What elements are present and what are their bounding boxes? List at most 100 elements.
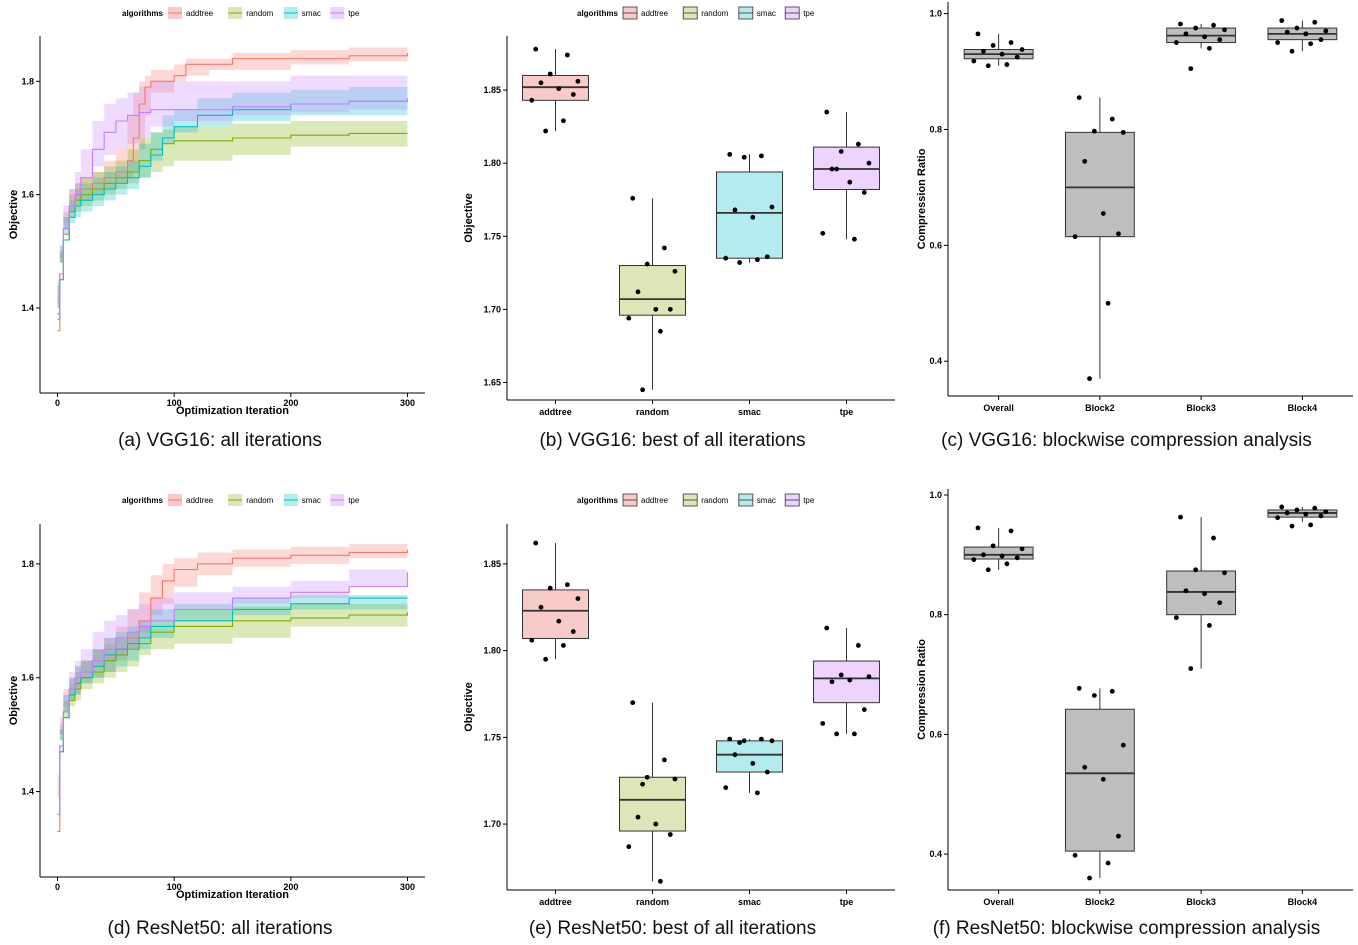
legend-label-tpe: tpe (803, 9, 815, 18)
chart-svg: Overall Block2 Block3 Block4 0.4 0.6 0.8 1.0 Com… (916, 489, 1353, 907)
point (661, 757, 667, 763)
point (1323, 509, 1329, 515)
point (1303, 31, 1309, 37)
point (861, 707, 867, 713)
point (769, 738, 775, 744)
point (543, 128, 549, 134)
y-tick-label-0: 1.4 (21, 787, 34, 797)
x-tick-label-smac: smac (738, 407, 761, 417)
x-tick-label-block3: Block3 (1186, 403, 1216, 413)
point (975, 31, 981, 37)
y-tick-label-0: 1.65 (483, 377, 501, 387)
x-tick-label-3: 300 (400, 398, 415, 408)
point (1289, 523, 1295, 529)
point (630, 700, 636, 706)
y-tick-label-2: 1.80 (483, 646, 501, 656)
x-tick-label-1: 100 (167, 882, 182, 892)
y-axis-label: Objective (8, 190, 20, 240)
legend-label-random: random (246, 9, 273, 18)
point (737, 740, 743, 745)
points-addtree (529, 540, 581, 662)
points-tpe (820, 109, 872, 242)
ribbon-addtree (57, 44, 408, 365)
point (529, 97, 535, 103)
legend-label-smac: smac (302, 9, 321, 18)
chart-resnet50-all-iterations: algorithms addtree random smac tpe 0 100 200 300… (0, 487, 440, 912)
legend-label-tpe: tpe (348, 496, 360, 505)
point (644, 774, 650, 780)
point (1323, 28, 1329, 34)
y-tick-label-4: 1.85 (483, 85, 501, 95)
point (1072, 234, 1078, 240)
point (640, 387, 646, 393)
ribbon-tpe (57, 563, 408, 849)
box-body (716, 171, 783, 259)
axes: 0 100 200 300 1.4 1.6 1.8 Optimization Iteratio… (8, 36, 425, 417)
points-block2 (1072, 685, 1126, 881)
point (758, 736, 764, 742)
point (1289, 48, 1295, 54)
point (653, 306, 659, 312)
point (547, 71, 553, 77)
point (834, 166, 840, 172)
box-tpe (813, 109, 880, 242)
legend-label-addtree: addtree (641, 9, 669, 18)
point (971, 557, 977, 563)
x-tick-label-0: 0 (55, 882, 60, 892)
point (1222, 570, 1227, 576)
point (630, 195, 636, 201)
legend-label-tpe: tpe (348, 9, 360, 18)
points-block3 (1173, 514, 1227, 671)
point (640, 781, 646, 787)
point (990, 543, 996, 549)
x-tick-label-tpe: tpe (840, 897, 854, 907)
x-tick-label-block4: Block4 (1288, 403, 1318, 413)
point (667, 306, 673, 312)
point (1188, 66, 1194, 72)
box-overall (963, 31, 1034, 69)
x-tick-label-random: random (636, 897, 669, 907)
box-addtree (522, 540, 589, 662)
chart-resnet50-blockwise-compression: Overall Block2 Block3 Block4 0.4 0.6 0.8 1.0 Com… (905, 487, 1358, 912)
legend: algorithms addtree random smac tpe (577, 493, 815, 507)
points-random (626, 195, 678, 393)
legend-label-random: random (701, 9, 728, 18)
point (1004, 561, 1010, 567)
point (834, 731, 840, 737)
point (543, 656, 549, 662)
box-body (1064, 131, 1135, 238)
y-tick-label-2: 0.8 (929, 124, 942, 134)
point (1019, 546, 1025, 552)
point (999, 51, 1005, 57)
point (653, 821, 659, 827)
x-tick-label-block3: Block3 (1186, 897, 1216, 907)
point (999, 553, 1005, 559)
point (1275, 40, 1280, 45)
point (1206, 45, 1212, 51)
x-tick-label-smac: smac (738, 897, 761, 907)
points-smac (723, 152, 775, 265)
box-body (619, 776, 686, 832)
point (838, 149, 844, 154)
point (1004, 62, 1010, 67)
point (981, 552, 986, 558)
point (1100, 211, 1106, 216)
point (750, 214, 756, 220)
point (824, 109, 830, 115)
point (1318, 513, 1324, 519)
point (755, 790, 760, 796)
point (1217, 600, 1223, 606)
legend: algorithms addtree random smac tpe (577, 6, 815, 20)
caption-e: (e) ResNet50: best of all iterations (528, 918, 817, 939)
point (855, 141, 861, 147)
y-tick-label-0: 1.4 (21, 303, 34, 313)
point (1116, 231, 1121, 237)
caption-f: (f) ResNet50: blockwise compression anal… (932, 918, 1321, 939)
point (564, 582, 570, 588)
chart-resnet50-best-iterations: algorithms addtree random smac tpe addtree ran… (455, 487, 900, 912)
point (1294, 507, 1300, 513)
chart-svg: algorithms addtree random smac tpe addtree ran… (463, 6, 895, 417)
points-overall (971, 31, 1025, 69)
chart-svg: algorithms addtree random smac tpe 0 100 200 300… (8, 7, 425, 417)
point (1193, 567, 1199, 573)
